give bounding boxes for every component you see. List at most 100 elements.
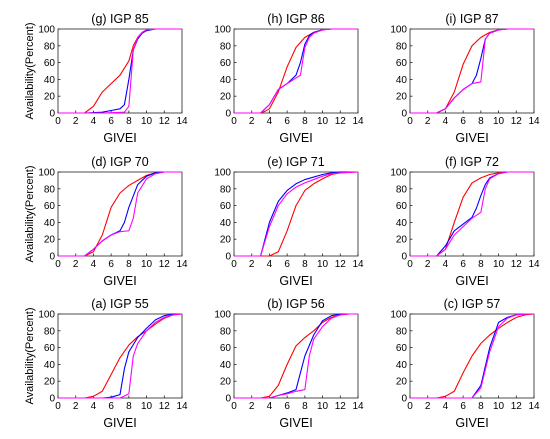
x-tick-label: 14 (528, 259, 540, 270)
x-tick-label: 4 (91, 116, 97, 127)
x-tick-label: 10 (317, 116, 329, 127)
x-tick-label: 10 (141, 116, 153, 127)
x-tick-label: 12 (159, 401, 171, 412)
series-line-2 (234, 28, 358, 114)
x-tick-label: 14 (176, 401, 188, 412)
y-tick-label: 60 (44, 58, 56, 69)
y-tick-label: 40 (44, 75, 56, 86)
series-line-2 (410, 28, 534, 114)
y-tick-label: 40 (220, 360, 232, 371)
x-axis-label: GIVEI (455, 274, 488, 288)
x-tick-label: 2 (249, 401, 255, 412)
x-tick-label: 2 (249, 116, 255, 127)
x-axis-label: GIVEI (103, 131, 136, 145)
x-tick-label: 8 (478, 116, 484, 127)
x-tick-label: 8 (126, 259, 132, 270)
subplot-7: (b) IGP 56 0 2 4 6 8 10 12 14 0 20 40 60 80 100 GIVEI (214, 297, 364, 430)
x-tick-label: 6 (460, 116, 466, 127)
y-tick-label: 20 (44, 235, 56, 246)
series-line-2 (58, 28, 182, 114)
y-tick-label: 80 (44, 184, 56, 195)
x-tick-label: 10 (141, 259, 153, 270)
y-tick-label: 0 (401, 252, 407, 263)
series-line-0 (410, 28, 534, 114)
subplot-title: (b) IGP 56 (267, 297, 324, 311)
subplot-title: (f) IGP 72 (445, 155, 499, 169)
y-tick-label: 60 (220, 201, 232, 212)
x-axis-label: GIVEI (103, 274, 136, 288)
y-tick-label: 100 (214, 310, 231, 321)
x-tick-label: 6 (108, 401, 114, 412)
series-line-1 (410, 171, 534, 257)
x-tick-label: 8 (302, 401, 308, 412)
subplot-2: (i) IGP 87 0 2 4 6 8 10 12 14 0 20 40 60 80 100 GIVEI (390, 12, 540, 145)
x-tick-label: 0 (407, 259, 413, 270)
subplot-title: (i) IGP 87 (445, 12, 498, 26)
subplot-8: (c) IGP 57 0 2 4 6 8 10 12 14 0 20 40 60 80 100 GIVEI (390, 297, 540, 430)
x-tick-label: 6 (284, 116, 290, 127)
y-tick-label: 60 (396, 201, 408, 212)
x-tick-label: 14 (352, 401, 364, 412)
axes-frame (57, 171, 183, 257)
y-tick-label: 20 (220, 235, 232, 246)
series-line-0 (410, 171, 534, 257)
x-tick-label: 14 (176, 259, 188, 270)
y-tick-label: 0 (401, 394, 407, 405)
series-line-1 (58, 28, 182, 114)
y-tick-label: 20 (220, 92, 232, 103)
y-tick-label: 60 (396, 343, 408, 354)
y-tick-label: 100 (214, 168, 231, 179)
y-tick-label: 0 (225, 394, 231, 405)
x-tick-label: 0 (55, 116, 61, 127)
series-line-0 (410, 313, 535, 399)
x-tick-label: 14 (352, 259, 364, 270)
axes-frame (233, 171, 359, 257)
x-tick-label: 8 (478, 401, 484, 412)
x-tick-label: 2 (249, 259, 255, 270)
series-line-2 (410, 171, 534, 257)
x-tick-label: 4 (443, 259, 449, 270)
x-tick-label: 14 (528, 116, 540, 127)
x-tick-label: 4 (267, 259, 273, 270)
series-line-1 (410, 28, 534, 114)
y-tick-label: 20 (44, 92, 56, 103)
subplot-0: (g) IGP 85 0 2 4 6 8 10 12 14 0 20 40 60 80 100 GIVEI Av… (24, 12, 188, 145)
y-tick-label: 60 (44, 343, 56, 354)
x-tick-label: 14 (528, 401, 540, 412)
x-tick-label: 10 (493, 116, 505, 127)
y-tick-label: 0 (49, 394, 55, 405)
y-tick-label: 40 (396, 360, 408, 371)
y-tick-label: 20 (44, 377, 56, 388)
x-tick-label: 2 (425, 116, 431, 127)
y-tick-label: 20 (396, 235, 408, 246)
series-line-1 (234, 171, 358, 257)
y-tick-label: 40 (44, 218, 56, 229)
series-line-0 (58, 28, 182, 114)
series-line-0 (234, 313, 358, 399)
x-tick-label: 0 (407, 401, 413, 412)
series-line-2 (410, 313, 534, 399)
x-tick-label: 6 (108, 259, 114, 270)
axes-frame (57, 28, 183, 114)
x-tick-label: 4 (91, 259, 97, 270)
x-tick-label: 10 (317, 401, 329, 412)
subplot-title: (d) IGP 70 (91, 155, 148, 169)
x-tick-label: 8 (478, 259, 484, 270)
x-tick-label: 10 (317, 259, 329, 270)
y-tick-label: 0 (225, 252, 231, 263)
y-tick-label: 40 (44, 360, 56, 371)
y-tick-label: 0 (401, 109, 407, 120)
x-tick-label: 4 (267, 116, 273, 127)
y-tick-label: 100 (390, 25, 407, 36)
x-tick-label: 6 (108, 116, 114, 127)
y-tick-label: 80 (396, 184, 408, 195)
x-tick-label: 12 (159, 116, 171, 127)
y-tick-label: 80 (220, 184, 232, 195)
x-tick-label: 8 (126, 116, 132, 127)
subplot-title: (g) IGP 85 (91, 12, 148, 26)
series-line-2 (234, 313, 358, 399)
subplot-title: (e) IGP 71 (267, 155, 324, 169)
series-line-1 (234, 28, 358, 114)
x-axis-label: GIVEI (279, 131, 312, 145)
